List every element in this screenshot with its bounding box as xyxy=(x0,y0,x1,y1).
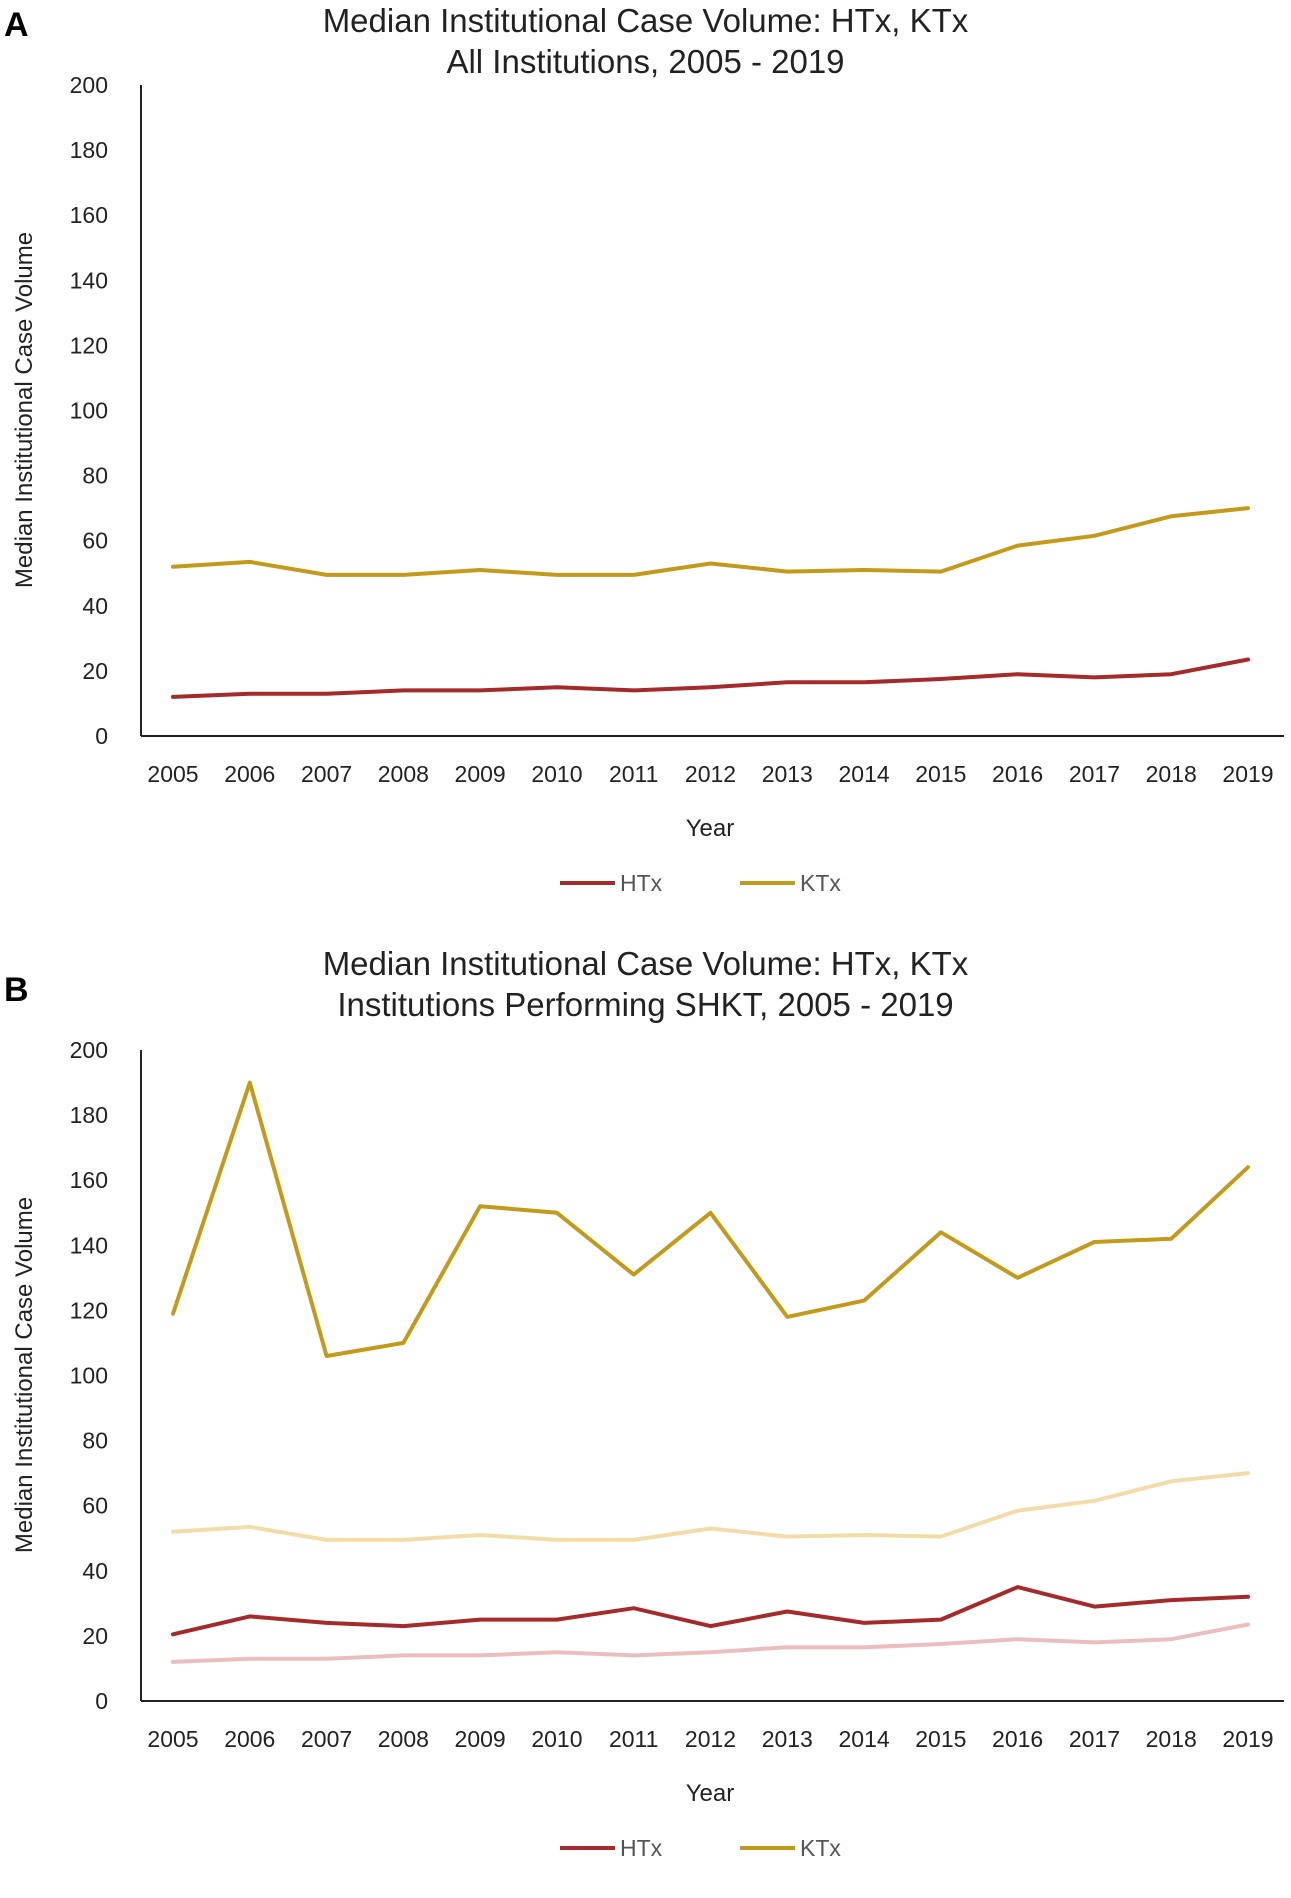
legend-label: KTx xyxy=(800,1835,841,1861)
chart-title-line-1: Median Institutional Case Volume: HTx, K… xyxy=(322,2,969,39)
y-tick-label: 20 xyxy=(82,658,108,684)
x-tick-label: 2007 xyxy=(301,1726,352,1752)
y-axis-label: Median Institutional Case Volume xyxy=(11,1197,38,1553)
y-tick-label: 100 xyxy=(70,398,108,424)
x-tick-label: 2005 xyxy=(147,761,198,787)
x-tick-label: 2019 xyxy=(1222,761,1273,787)
x-tick-label: 2012 xyxy=(685,1726,736,1752)
panel-letter: B xyxy=(4,971,29,1009)
series-line-reference-3 xyxy=(171,1471,1250,1542)
x-tick-label: 2014 xyxy=(838,1726,889,1752)
chart-title-line-2: All Institutions, 2005 - 2019 xyxy=(446,43,845,80)
legend-label: KTx xyxy=(800,870,841,896)
x-tick-label: 2009 xyxy=(455,1726,506,1752)
x-tick-label: 2014 xyxy=(838,761,889,787)
x-tick-label: 2013 xyxy=(762,761,813,787)
x-tick-label: 2015 xyxy=(915,761,966,787)
y-tick-label: 140 xyxy=(70,1232,108,1258)
y-tick-label: 140 xyxy=(70,267,108,293)
series-line-reference-2 xyxy=(171,1622,1250,1664)
panel-letter: A xyxy=(4,6,29,44)
x-tick-label: 2015 xyxy=(915,1726,966,1752)
y-tick-label: 200 xyxy=(70,1037,108,1063)
y-tick-label: 0 xyxy=(95,1688,108,1714)
x-tick-label: 2010 xyxy=(531,761,582,787)
y-tick-label: 100 xyxy=(70,1363,108,1389)
x-axis-label: Year xyxy=(686,815,735,842)
series-line-ktx xyxy=(171,506,1250,577)
x-tick-label: 2017 xyxy=(1069,1726,1120,1752)
y-tick-label: 60 xyxy=(82,528,108,554)
y-tick-label: 200 xyxy=(70,72,108,98)
y-tick-label: 80 xyxy=(82,463,108,489)
y-tick-label: 20 xyxy=(82,1623,108,1649)
y-tick-label: 160 xyxy=(70,1167,108,1193)
y-tick-label: 180 xyxy=(70,1102,108,1128)
y-tick-label: 120 xyxy=(70,332,108,358)
chart-title-line-1: Median Institutional Case Volume: HTx, K… xyxy=(322,945,969,982)
y-axis-label: Median Institutional Case Volume xyxy=(11,232,38,588)
x-tick-label: 2018 xyxy=(1146,761,1197,787)
legend-label: HTx xyxy=(620,870,663,896)
line-chart: 0 20 40 60 80 100 120 140 160 180 200 2005 2006 2007 2… xyxy=(11,72,1284,896)
series-line-htx xyxy=(171,1585,1250,1637)
x-tick-label: 2013 xyxy=(762,1726,813,1752)
x-tick-label: 2005 xyxy=(147,1726,198,1752)
x-tick-label: 2019 xyxy=(1222,1726,1273,1752)
y-tick-label: 40 xyxy=(82,593,108,619)
chart-panel-b: B Median Institutional Case Volume: HTx,… xyxy=(0,945,1291,1898)
x-axis-label: Year xyxy=(686,1780,735,1807)
series-line-htx xyxy=(171,657,1250,699)
y-tick-label: 60 xyxy=(82,1493,108,1519)
series-line-ktx xyxy=(171,1080,1250,1358)
legend-label: HTx xyxy=(620,1835,663,1861)
x-tick-label: 2011 xyxy=(609,761,658,787)
x-tick-label: 2010 xyxy=(531,1726,582,1752)
chart-title: Median Institutional Case Volume: HTx, K… xyxy=(0,0,1291,82)
y-tick-label: 160 xyxy=(70,202,108,228)
x-tick-label: 2007 xyxy=(301,761,352,787)
y-tick-label: 180 xyxy=(70,137,108,163)
x-tick-label: 2016 xyxy=(992,1726,1043,1752)
x-tick-label: 2008 xyxy=(378,1726,429,1752)
x-tick-label: 2017 xyxy=(1069,761,1120,787)
y-tick-label: 120 xyxy=(70,1297,108,1323)
y-tick-label: 40 xyxy=(82,1558,108,1584)
x-tick-label: 2011 xyxy=(609,1726,658,1752)
x-tick-label: 2012 xyxy=(685,761,736,787)
chart-title-line-2: Institutions Performing SHKT, 2005 - 201… xyxy=(337,986,954,1023)
chart-title: Median Institutional Case Volume: HTx, K… xyxy=(0,943,1291,1025)
y-tick-label: 0 xyxy=(95,723,108,749)
y-tick-label: 80 xyxy=(82,1428,108,1454)
x-tick-label: 2006 xyxy=(224,761,275,787)
x-tick-label: 2006 xyxy=(224,1726,275,1752)
x-tick-label: 2008 xyxy=(378,761,429,787)
line-chart: 0 20 40 60 80 100 120 140 160 180 200 2005 2006 2007 2… xyxy=(11,1037,1284,1861)
chart-panel-a: A Median Institutional Case Volume: HTx,… xyxy=(0,0,1291,933)
x-tick-label: 2009 xyxy=(455,761,506,787)
x-tick-label: 2016 xyxy=(992,761,1043,787)
x-tick-label: 2018 xyxy=(1146,1726,1197,1752)
